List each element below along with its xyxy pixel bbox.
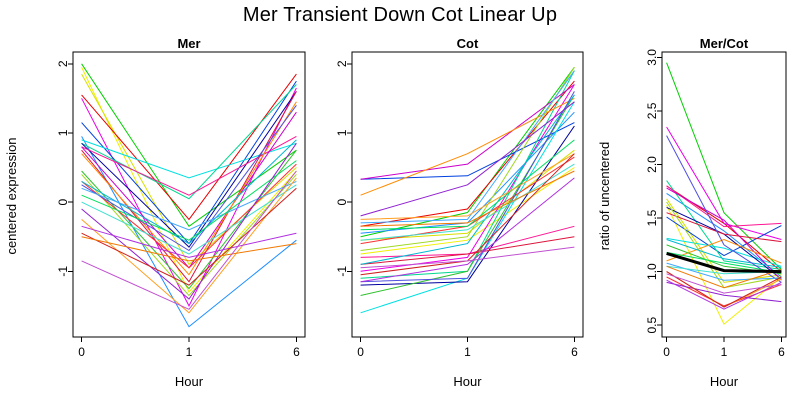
series-line xyxy=(360,84,575,272)
mer-line-plot: -1 0 1 2 0 1 6 xyxy=(56,51,306,359)
series-line xyxy=(81,187,297,286)
y-tick-label: -1 xyxy=(335,266,349,277)
series-line xyxy=(666,238,782,264)
series-line xyxy=(81,91,297,283)
y-tick-label: 2.5 xyxy=(645,102,659,119)
series-line xyxy=(81,63,297,228)
mer-cot-ratio-line-plot: 0.5 1.0 1.5 2.0 2.5 3.0 0 1 6 xyxy=(645,49,787,359)
x-tick-label: 6 xyxy=(778,345,785,359)
y-tick-label: 1 xyxy=(335,129,349,136)
series-line xyxy=(81,105,297,252)
series-line xyxy=(81,91,297,248)
series-line xyxy=(666,62,782,270)
series-line xyxy=(666,251,782,274)
y-axis-label-centered-expression: centered expression xyxy=(4,137,19,255)
series-line xyxy=(360,101,575,217)
figure-title: Mer Transient Down Cot Linear Up xyxy=(242,4,558,26)
series-line xyxy=(81,135,297,196)
series-line xyxy=(360,163,575,241)
series-line xyxy=(81,180,297,231)
y-tick-label: 0.5 xyxy=(645,317,659,334)
series-line xyxy=(666,192,782,278)
y-tick-label: 2 xyxy=(335,60,349,67)
x-axis-label-hour-cot: Hour xyxy=(453,374,482,389)
series-line xyxy=(360,66,575,238)
series-line xyxy=(360,91,575,283)
series-line xyxy=(81,170,297,310)
y-tick-label: 1.0 xyxy=(645,263,659,280)
series-line xyxy=(666,279,782,310)
series-line xyxy=(81,163,297,269)
x-axis-label-hour-ratio: Hour xyxy=(709,374,739,389)
series-line xyxy=(360,94,575,265)
series-line xyxy=(666,180,782,270)
plot-box xyxy=(351,51,584,338)
series-line xyxy=(360,246,575,269)
y-tick-label: 1 xyxy=(56,129,70,136)
panel-title-mer: Mer xyxy=(177,36,201,51)
series-line xyxy=(666,239,782,268)
series-line xyxy=(666,265,782,289)
series-line xyxy=(666,204,782,325)
x-tick-label: 0 xyxy=(663,345,670,359)
y-tick-label: -1 xyxy=(56,266,70,277)
series-line xyxy=(81,84,297,200)
x-tick-label: 1 xyxy=(186,345,193,359)
cot-line-plot: -1 0 1 2 0 1 6 xyxy=(335,51,584,359)
x-tick-label: 6 xyxy=(293,345,300,359)
series-line xyxy=(666,185,782,228)
y-tick-label: 3.0 xyxy=(645,49,659,66)
x-axis-label-hour-mer: Hour xyxy=(174,374,204,389)
series-line xyxy=(360,153,575,220)
series-line xyxy=(666,187,782,281)
series-line xyxy=(81,73,297,221)
x-tick-label: 0 xyxy=(78,345,85,359)
series-line xyxy=(360,66,575,251)
series-line xyxy=(666,276,782,307)
y-tick-label: 1.5 xyxy=(645,209,659,226)
series-line xyxy=(81,174,297,297)
y-tick-label: 0 xyxy=(56,198,70,205)
series-line xyxy=(360,70,575,224)
panel-title-cot: Cot xyxy=(456,36,479,51)
series-line xyxy=(81,73,297,266)
series-line xyxy=(360,236,575,265)
x-tick-label: 6 xyxy=(571,345,578,359)
plot-box xyxy=(661,51,787,338)
y-tick-label: 2 xyxy=(56,60,70,67)
series-line xyxy=(666,212,782,243)
series-line xyxy=(666,281,782,303)
series-line xyxy=(81,136,297,328)
series-line xyxy=(666,198,782,283)
series-line xyxy=(360,167,575,255)
panel-title-mer-cot: Mer/Cot xyxy=(699,36,749,51)
x-tick-label: 1 xyxy=(721,345,728,359)
series-line xyxy=(81,184,297,255)
series-line xyxy=(81,225,297,258)
series-line xyxy=(360,139,575,231)
series-line xyxy=(360,177,575,283)
plot-box xyxy=(72,51,306,338)
series-line xyxy=(81,87,297,308)
series-line xyxy=(81,101,297,276)
series-line xyxy=(81,160,297,241)
series-line xyxy=(666,251,782,274)
x-tick-label: 0 xyxy=(357,345,364,359)
series-line xyxy=(666,126,782,240)
series-line xyxy=(360,156,575,245)
series-line xyxy=(81,236,297,262)
series-line xyxy=(360,122,575,180)
series-line xyxy=(81,143,297,300)
x-tick-label: 1 xyxy=(464,345,471,359)
series-line xyxy=(360,125,575,286)
series-line xyxy=(360,97,575,196)
series-line xyxy=(360,170,575,227)
y-tick-label: 2.0 xyxy=(645,156,659,173)
y-tick-label: 0 xyxy=(335,198,349,205)
series-line xyxy=(360,84,575,180)
series-line xyxy=(81,66,297,293)
series-line xyxy=(666,273,782,294)
